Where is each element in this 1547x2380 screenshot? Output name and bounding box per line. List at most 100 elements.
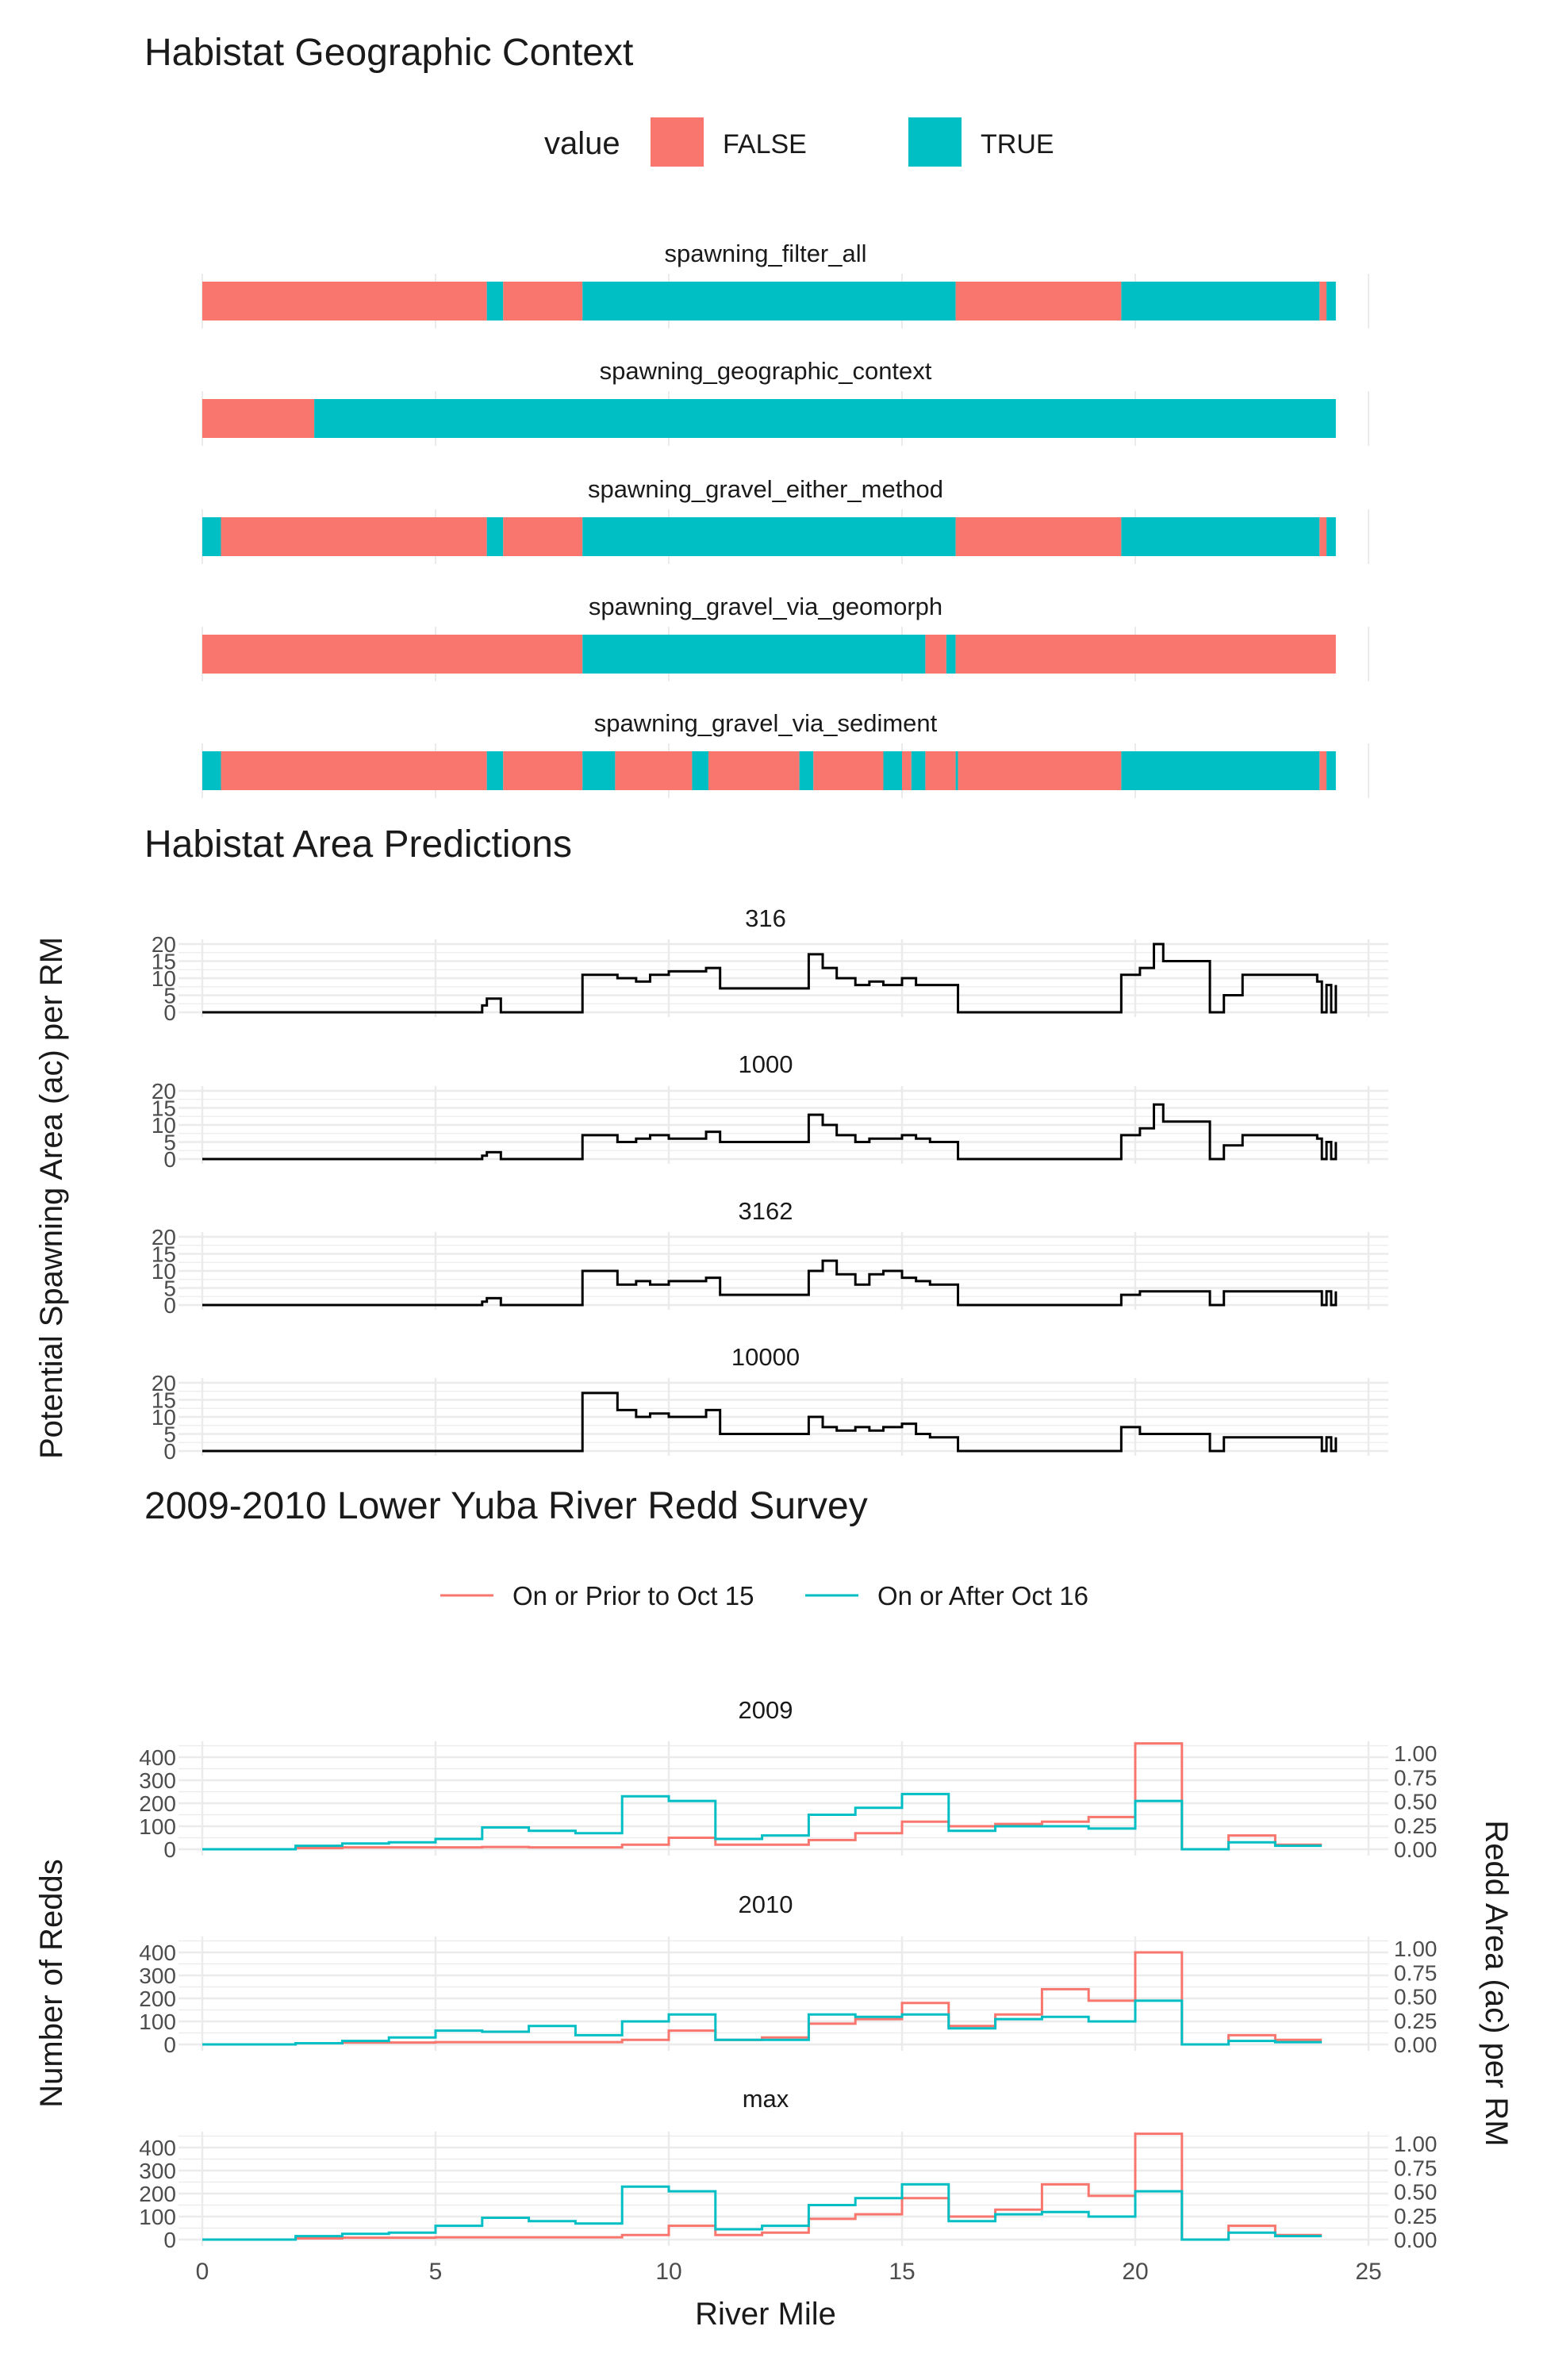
geo-segment-false	[221, 751, 487, 790]
redd-y-tick-label: 400	[139, 1940, 176, 1965]
geo-segment-true	[582, 517, 956, 556]
geo-legend-label-false: FALSE	[723, 129, 807, 159]
redd-x-tick-label: 0	[196, 2259, 209, 2285]
geo-segment-true	[692, 751, 708, 790]
geo-segment-true	[946, 635, 956, 674]
geo-legend-key-true	[908, 117, 962, 167]
geo-panel-spawning_gravel_via_geomorph: spawning_gravel_via_geomorph	[202, 593, 1369, 681]
redd-y-tick-label: 300	[139, 2159, 176, 2183]
redd-y-tick-label: 0	[163, 2033, 176, 2057]
redd-panel-title: max	[743, 2085, 789, 2113]
redd-y2-tick-label: 0.00	[1394, 1837, 1438, 1862]
geo-segment-false	[925, 751, 956, 790]
geo-segment-true	[883, 751, 902, 790]
geo-legend-label-true: TRUE	[981, 129, 1054, 159]
geo-panel-spawning_filter_all: spawning_filter_all	[202, 240, 1369, 328]
area-y-tick-label: 15	[152, 1242, 176, 1267]
area-y-tick-label: 5	[163, 1130, 176, 1155]
redd-y-tick-label: 0	[163, 2228, 176, 2252]
redd-y2-tick-label: 0.25	[1394, 1814, 1438, 1838]
area-y-tick-label: 20	[152, 1079, 176, 1104]
redd-y2-tick-label: 0.50	[1394, 2180, 1438, 2205]
redd-y2-tick-label: 0.75	[1394, 1960, 1438, 1985]
geo-panel-title: spawning_gravel_via_geomorph	[589, 593, 942, 620]
redd-legend-label-late: On or After Oct 16	[877, 1581, 1088, 1610]
redd-y-tick-label: 0	[163, 1837, 176, 1862]
redd-y2-tick-label: 0.75	[1394, 2155, 1438, 2180]
area-panel-title: 1000	[739, 1050, 793, 1078]
geo-segment-true	[486, 751, 504, 790]
area-series-line	[202, 1392, 1338, 1453]
geo-segment-true	[1121, 282, 1320, 321]
redd-y2-tick-label: 1.00	[1394, 1741, 1438, 1766]
area-y-tick-label: 10	[152, 966, 176, 991]
geo-segment-true	[1326, 517, 1336, 556]
redd-y2-tick-label: 0.25	[1394, 2204, 1438, 2228]
redd-y-tick-label: 100	[139, 1814, 176, 1839]
geo-segment-false	[221, 517, 487, 556]
geo-segment-false	[955, 517, 1122, 556]
redd-legend-label-early: On or Prior to Oct 15	[512, 1581, 754, 1610]
geo-segment-true	[911, 751, 926, 790]
geo-segment-false	[615, 751, 693, 790]
redd-y-tick-label: 300	[139, 1964, 176, 1988]
redd-y-tick-label: 100	[139, 2205, 176, 2229]
geo-segment-false	[503, 282, 583, 321]
area-y-tick-label: 0	[163, 1147, 176, 1172]
redd-y-tick-label: 400	[139, 1745, 176, 1770]
geo-panel-title: spawning_geographic_context	[600, 357, 932, 385]
area-y-tick-label: 10	[152, 1405, 176, 1430]
redd-y2-tick-label: 0.50	[1394, 1790, 1438, 1814]
geo-segment-false	[503, 751, 583, 790]
area-panel-title: 10000	[731, 1343, 800, 1371]
geo-segment-true	[582, 751, 616, 790]
area-y-tick-label: 15	[152, 950, 176, 974]
area-y-tick-label: 20	[152, 1225, 176, 1250]
area-panel-title: 3162	[739, 1197, 793, 1225]
redd-panel-title: 2009	[739, 1696, 793, 1724]
geo-panel-title: spawning_gravel_via_sediment	[594, 709, 938, 737]
geo-segment-false	[1319, 517, 1327, 556]
geo-segment-true	[202, 751, 221, 790]
redd-y-tick-label: 300	[139, 1768, 176, 1793]
area-y-tick-label: 5	[163, 1276, 176, 1301]
area-y-tick-label: 10	[152, 1259, 176, 1284]
geo-panel-spawning_gravel_either_method: spawning_gravel_either_method	[202, 475, 1369, 564]
area-y-tick-label: 0	[163, 1000, 176, 1025]
geo-segment-true	[955, 751, 958, 790]
redd-y2-tick-label: 0.75	[1394, 1765, 1438, 1790]
geo-segment-true	[1326, 282, 1336, 321]
geo-segment-false	[1319, 751, 1327, 790]
redd-y-axis-label: Number of Redds	[34, 1859, 69, 2107]
geo-segment-true	[486, 282, 504, 321]
geo-segment-true	[582, 282, 956, 321]
area-y-tick-label: 20	[152, 932, 176, 957]
area-y-tick-label: 5	[163, 1422, 176, 1447]
geo-segment-true	[486, 517, 504, 556]
area-panel-title: 316	[745, 904, 786, 932]
redd-series-early-line	[202, 2132, 1322, 2241]
geo-legend-title: value	[544, 126, 620, 161]
geo-segment-false	[955, 282, 1122, 321]
redd-y-tick-label: 400	[139, 2136, 176, 2160]
geo-segment-false	[902, 751, 912, 790]
geo-segment-true	[799, 751, 814, 790]
redd-x-tick-label: 5	[429, 2259, 443, 2285]
area-chart-title: Habistat Area Predictions	[144, 823, 572, 866]
geo-segment-true	[1121, 751, 1320, 790]
geo-chart-title: Habistat Geographic Context	[144, 32, 633, 74]
geo-segment-true	[582, 635, 926, 674]
redd-x-tick-label: 25	[1355, 2259, 1381, 2285]
area-series-line	[202, 942, 1338, 1014]
redd-series-late-line	[202, 1792, 1322, 1851]
redd-x-tick-label: 20	[1122, 2259, 1148, 2285]
geo-segment-true	[1326, 751, 1336, 790]
redd-y-tick-label: 200	[139, 2182, 176, 2206]
